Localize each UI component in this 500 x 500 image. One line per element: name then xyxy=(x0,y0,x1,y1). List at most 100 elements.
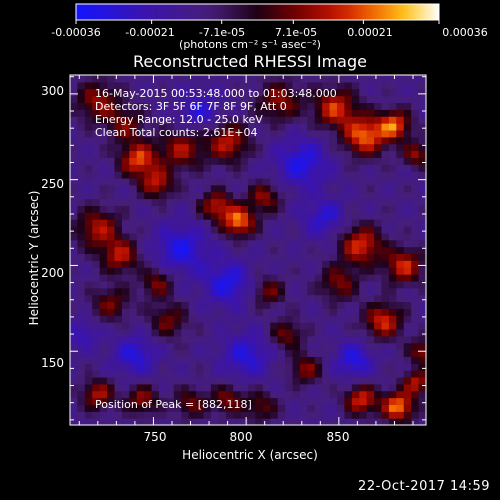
heatmap-cell xyxy=(151,75,160,83)
heatmap-cell xyxy=(121,342,130,351)
heatmap-cell xyxy=(285,322,294,330)
heatmap-cell xyxy=(262,150,271,158)
heatmap-cell xyxy=(203,232,212,241)
heatmap-cell xyxy=(262,328,271,337)
heatmap-cell xyxy=(411,177,420,186)
heatmap-cell xyxy=(196,315,205,323)
heatmap-cell xyxy=(344,164,353,172)
heatmap-cell xyxy=(151,383,160,392)
heatmap-cell xyxy=(388,129,397,138)
heatmap-cell xyxy=(129,274,138,282)
heatmap-cell xyxy=(396,198,405,206)
heatmap-cell xyxy=(173,150,182,158)
heatmap-cell xyxy=(351,116,360,124)
heatmap-cell xyxy=(374,219,383,227)
heatmap-cell xyxy=(396,404,405,412)
heatmap-cell xyxy=(70,280,79,289)
heatmap-cell xyxy=(277,143,286,152)
heatmap-cell xyxy=(151,102,160,110)
heatmap-cell xyxy=(233,260,242,268)
heatmap-cell xyxy=(396,363,405,371)
heatmap-cell xyxy=(151,404,160,412)
heatmap-cell xyxy=(136,301,145,309)
heatmap-cell xyxy=(107,219,116,227)
heatmap-cell xyxy=(70,246,79,255)
heatmap-cell xyxy=(181,383,190,392)
heatmap-cell xyxy=(388,198,397,206)
heatmap-cell xyxy=(351,102,360,110)
heatmap-cell xyxy=(196,171,205,179)
heatmap-cell xyxy=(136,171,145,179)
heatmap-cell xyxy=(92,308,101,316)
heatmap-cell xyxy=(277,81,286,90)
heatmap-cell xyxy=(196,280,205,289)
heatmap-cell xyxy=(173,287,182,296)
heatmap-cell xyxy=(307,294,316,303)
heatmap-cell xyxy=(84,198,93,206)
heatmap-cell xyxy=(270,376,279,385)
heatmap-cell xyxy=(210,136,219,145)
heatmap-cell xyxy=(233,150,242,158)
heatmap-cell xyxy=(144,383,153,392)
heatmap-cell xyxy=(240,171,249,179)
heatmap-cell xyxy=(322,225,331,234)
heatmap-cell xyxy=(159,342,168,351)
heatmap-cell xyxy=(403,129,412,138)
heatmap-cell xyxy=(129,349,138,357)
heatmap-cell xyxy=(396,157,405,165)
heatmap-cell xyxy=(307,177,316,186)
heatmap-cell xyxy=(114,404,123,412)
heatmap-cell xyxy=(359,322,368,330)
heatmap-cell xyxy=(121,171,130,179)
heatmap-cell xyxy=(418,301,427,309)
heatmap-cell xyxy=(84,177,93,186)
heatmap-cell xyxy=(218,157,227,165)
heatmap-cell xyxy=(299,335,308,344)
heatmap-cell xyxy=(329,376,338,385)
heatmap-cell xyxy=(225,157,234,165)
heatmap-cell xyxy=(270,363,279,371)
heatmap-cell xyxy=(70,397,79,406)
heatmap-cell xyxy=(210,102,219,110)
heatmap-cell xyxy=(233,294,242,303)
heatmap-cell xyxy=(322,315,331,323)
heatmap-cell xyxy=(159,267,168,275)
heatmap-cell xyxy=(77,397,86,406)
heatmap-cell xyxy=(285,390,294,399)
heatmap-cell xyxy=(225,376,234,385)
heatmap-cell xyxy=(344,191,353,200)
heatmap-cell xyxy=(144,157,153,165)
heatmap-cell xyxy=(314,205,323,213)
heatmap-cell xyxy=(255,328,264,337)
heatmap-cell xyxy=(381,260,390,268)
heatmap-cell xyxy=(292,267,301,275)
heatmap-cell xyxy=(188,260,197,268)
heatmap-cell xyxy=(84,239,93,248)
heatmap-cell xyxy=(188,294,197,303)
heatmap-cell xyxy=(129,198,138,206)
heatmap-cell xyxy=(322,81,331,90)
heatmap-cell xyxy=(366,267,375,275)
heatmap-cell xyxy=(121,349,130,357)
heatmap-cell xyxy=(144,349,153,357)
heatmap-cell xyxy=(255,246,264,255)
heatmap-cell xyxy=(121,260,130,268)
heatmap-cell xyxy=(151,184,160,193)
heatmap-cell xyxy=(159,383,168,392)
heatmap-cell xyxy=(218,260,227,268)
heatmap-cell xyxy=(181,315,190,323)
heatmap-cell xyxy=(277,280,286,289)
heatmap-cell xyxy=(403,411,412,419)
heatmap-cell xyxy=(218,136,227,145)
heatmap-cell xyxy=(136,363,145,371)
heatmap-cell xyxy=(255,397,264,406)
heatmap-cell xyxy=(173,308,182,316)
heatmap-cell xyxy=(151,116,160,124)
heatmap-cell xyxy=(248,184,257,193)
heatmap-cell xyxy=(196,150,205,158)
heatmap-cell xyxy=(70,177,79,186)
heatmap-cell xyxy=(92,239,101,248)
heatmap-cell xyxy=(270,356,279,364)
heatmap-cell xyxy=(99,239,108,248)
heatmap-cell xyxy=(203,328,212,337)
